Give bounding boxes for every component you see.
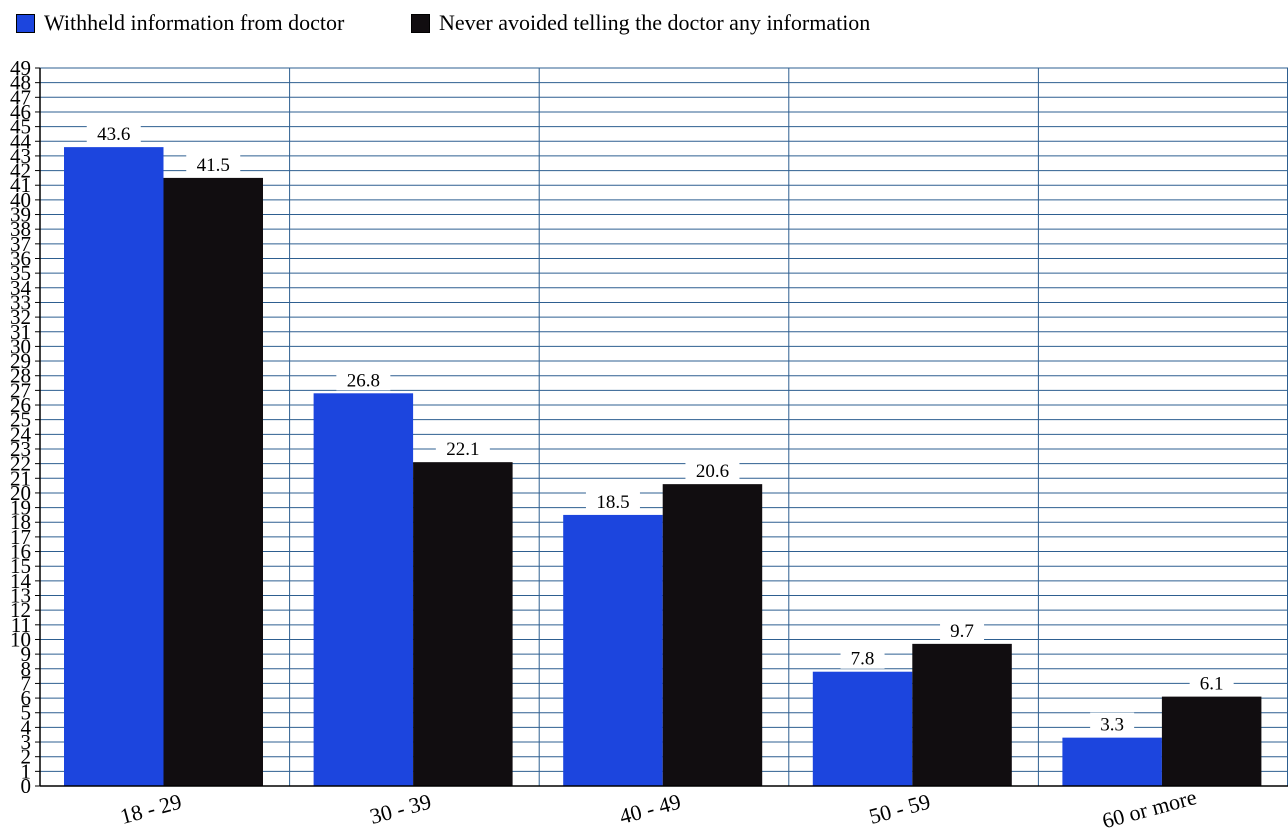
data-label-0-1: 26.8 (347, 370, 380, 391)
data-label-bg-1-1 (435, 437, 490, 460)
y-tick-label-29: 29 (10, 349, 31, 373)
y-tick-label-18: 18 (10, 510, 31, 534)
bar-withheld-information-fro-50-59 (812, 671, 913, 786)
data-label-bg-0-2 (585, 489, 640, 512)
y-tick-label-27: 27 (10, 378, 31, 402)
legend-item-withheld: Withheld information from doctor (16, 10, 344, 36)
data-label-1-0: 41.5 (197, 155, 230, 176)
y-tick-label-4: 4 (21, 715, 32, 739)
data-label-1-1: 22.1 (446, 439, 479, 460)
y-tick-label-25: 25 (10, 408, 31, 432)
y-tick-label-36: 36 (10, 246, 31, 270)
y-tick-label-3: 3 (21, 730, 32, 754)
y-tick-label-26: 26 (10, 393, 31, 417)
y-tick-label-30: 30 (10, 334, 31, 358)
data-label-bg-0-0 (86, 122, 141, 145)
data-label-0-3: 7.8 (851, 649, 875, 670)
data-label-0-2: 18.5 (596, 492, 629, 513)
x-tick-label-50-59: 50 - 59 (866, 789, 933, 829)
legend-label-withheld: Withheld information from doctor (44, 10, 345, 35)
y-tick-label-45: 45 (10, 115, 31, 139)
legend-item-never-avoided: Never avoided telling the doctor any inf… (411, 10, 870, 36)
y-tick-label-46: 46 (10, 100, 31, 124)
y-tick-label-48: 48 (10, 71, 31, 95)
y-tick-label-32: 32 (10, 305, 31, 329)
x-tick-label-60-or-more: 60 or more (1099, 784, 1199, 833)
data-label-bg-1-4 (1189, 671, 1234, 694)
y-tick-label-6: 6 (21, 686, 32, 710)
data-label-0-0: 43.6 (97, 124, 130, 145)
y-tick-label-38: 38 (10, 217, 31, 241)
x-tick-label-18-29: 18 - 29 (118, 789, 185, 829)
y-tick-label-16: 16 (10, 540, 31, 564)
bar-withheld-information-fro-40-49 (563, 514, 663, 786)
bar-never-avoided-telling-th-30-39 (413, 462, 513, 786)
data-label-1-2: 20.6 (696, 461, 729, 482)
data-label-bg-0-3 (840, 646, 885, 669)
y-tick-label-33: 33 (10, 290, 31, 314)
data-label-1-4: 6.1 (1200, 674, 1224, 695)
y-tick-label-15: 15 (10, 554, 31, 578)
data-label-bg-1-3 (940, 618, 985, 641)
y-tick-label-28: 28 (10, 364, 31, 388)
data-label-bg-1-2 (685, 459, 740, 482)
y-tick-label-7: 7 (21, 671, 32, 695)
y-tick-label-42: 42 (10, 159, 31, 183)
y-tick-label-2: 2 (21, 745, 32, 769)
bar-withheld-information-fro-18-29 (64, 147, 164, 786)
y-tick-label-17: 17 (10, 525, 31, 549)
bar-never-avoided-telling-th-40-49 (662, 484, 763, 786)
y-tick-label-44: 44 (10, 129, 32, 153)
y-tick-label-0: 0 (21, 774, 32, 798)
bar-never-avoided-telling-th-50-59 (912, 643, 1012, 786)
y-tick-label-37: 37 (10, 232, 31, 256)
bar-withheld-information-fro-30-39 (313, 393, 414, 786)
y-tick-label-13: 13 (10, 584, 31, 608)
y-tick-label-10: 10 (10, 627, 31, 651)
x-tick-label-40-49: 40 - 49 (617, 789, 684, 829)
y-tick-label-1: 1 (21, 759, 32, 783)
legend-swatch-never-avoided (411, 13, 430, 33)
x-axis-ticks: 18 - 29 30 - 39 40 - 49 50 - 59 60 or more (118, 784, 1200, 833)
y-tick-label-11: 11 (11, 613, 31, 637)
y-tick-label-31: 31 (10, 320, 31, 344)
y-tick-label-19: 19 (10, 496, 31, 520)
y-tick-label-22: 22 (10, 452, 31, 476)
y-tick-label-14: 14 (10, 569, 32, 593)
data-label-0-4: 3.3 (1100, 715, 1124, 736)
y-tick-label-8: 8 (21, 657, 32, 681)
legend: Withheld information from doctor Never a… (0, 0, 1288, 44)
data-label-1-3: 9.7 (950, 621, 974, 642)
bar-withheld-information-fro-60-or-more (1062, 737, 1162, 786)
y-tick-label-40: 40 (10, 188, 31, 212)
bar-never-avoided-telling-th-60-or-more (1161, 696, 1262, 786)
y-tick-label-47: 47 (10, 85, 31, 109)
y-tick-label-34: 34 (10, 276, 32, 300)
x-tick-label-30-39: 30 - 39 (367, 789, 434, 829)
y-tick-label-43: 43 (10, 144, 31, 168)
legend-swatch-withheld (16, 13, 35, 33)
data-label-bg-1-0 (186, 152, 241, 175)
y-tick-label-39: 39 (10, 203, 31, 227)
data-label-bg-0-1 (336, 368, 391, 391)
y-tick-label-21: 21 (10, 466, 31, 490)
y-tick-label-12: 12 (10, 598, 31, 622)
data-label-bg-0-4 (1090, 712, 1135, 735)
y-tick-label-49: 49 (10, 56, 31, 80)
y-axis-ticks: 0123456789101112131415161718192021222324… (10, 56, 40, 798)
y-tick-label-5: 5 (21, 701, 32, 725)
y-tick-label-24: 24 (10, 422, 32, 446)
bar-series (64, 147, 1262, 787)
y-tick-label-23: 23 (10, 437, 31, 461)
y-tick-label-20: 20 (10, 481, 31, 505)
y-tick-label-9: 9 (21, 642, 32, 666)
y-tick-label-41: 41 (10, 173, 31, 197)
legend-label-never-avoided: Never avoided telling the doctor any inf… (439, 10, 871, 35)
bar-never-avoided-telling-th-18-29 (163, 177, 263, 787)
data-labels: 43.6 41.5 26.8 22.1 18.5 20.6 7.8 9.7 3.3 6.1 (86, 122, 1234, 736)
y-tick-label-35: 35 (10, 261, 31, 285)
